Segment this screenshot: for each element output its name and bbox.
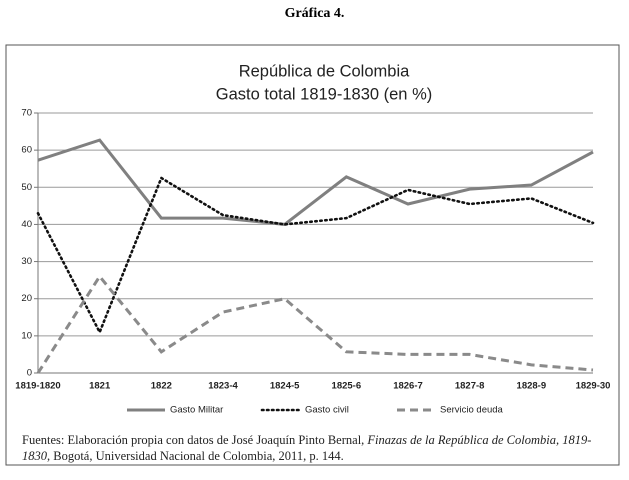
heading: Gráfica 4.: [284, 6, 345, 21]
x-tick-label: 1821: [89, 381, 111, 392]
series-line: [36, 176, 595, 336]
x-tick-label: 1824-5: [270, 381, 300, 392]
source-suffix: , Bogotá, Universidad Nacional de Colomb…: [47, 449, 344, 463]
series-line: [37, 138, 594, 226]
x-tick-label: 1822: [151, 381, 172, 392]
legend-label: Gasto Militar: [170, 405, 223, 416]
chart-subtitle: Gasto total 1819-1830 (en %): [216, 85, 432, 103]
x-tick-label: 1825-6: [332, 381, 362, 392]
x-tick-label: 1826-7: [393, 381, 423, 392]
source-note: Fuentes: Elaboración propia con datos de…: [22, 432, 614, 464]
x-tick-label: 1819-1820: [15, 381, 60, 392]
x-tick-label: 1827-8: [455, 381, 485, 392]
y-tick-label: 30: [21, 256, 32, 267]
source-prefix: Fuentes: Elaboración propia con datos de…: [22, 433, 368, 447]
x-tick-label: 1828-9: [517, 381, 547, 392]
x-tick-label: 1829-30: [576, 381, 611, 392]
x-tick-label: 1823-4: [208, 381, 238, 392]
y-tick-label: 0: [27, 368, 32, 379]
y-tick-label: 70: [21, 108, 32, 119]
source-italic: Finazas de la República de Colombia, 181…: [22, 433, 592, 463]
legend-label: Servicio deuda: [440, 405, 504, 416]
y-tick-label: 40: [21, 219, 32, 230]
y-tick-label: 20: [21, 293, 32, 304]
chart-title: República de Colombia: [239, 62, 410, 80]
y-tick-label: 50: [21, 182, 32, 193]
y-tick-label: 60: [21, 145, 32, 156]
series-line: [36, 273, 594, 374]
y-tick-label: 10: [21, 330, 32, 341]
legend-label: Gasto civil: [305, 405, 349, 416]
chart-frame: [5, 44, 620, 466]
